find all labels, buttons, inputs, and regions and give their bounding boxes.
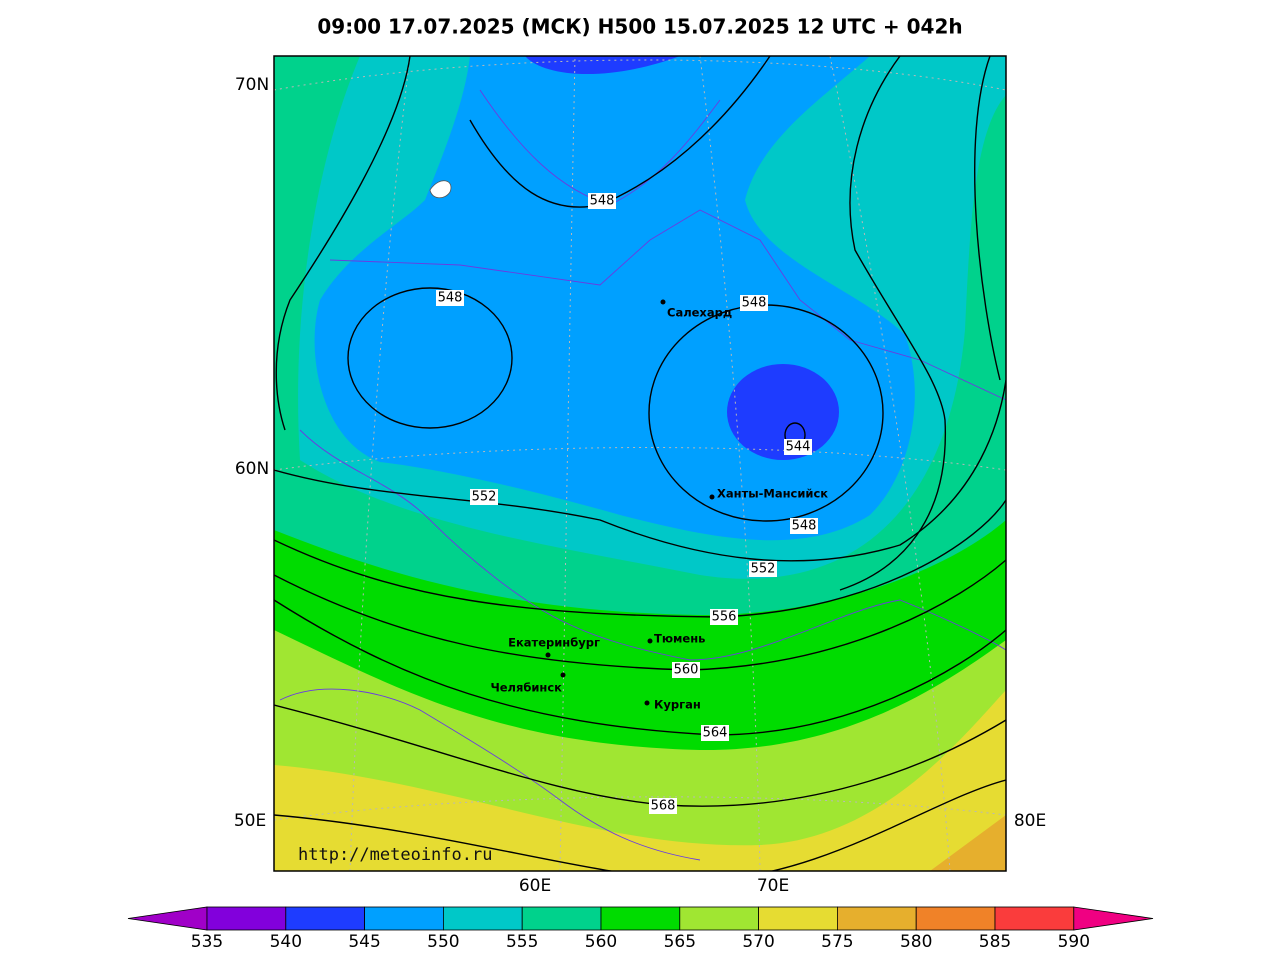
colorbar-tick-label: 550	[427, 932, 459, 952]
map-title: 09:00 17.07.2025 (МСК) H500 15.07.2025 1…	[317, 15, 962, 39]
contour-label-bg	[470, 489, 498, 505]
colorbar-segment	[758, 906, 838, 931]
colorbar-segment	[994, 906, 1075, 931]
city-name: Екатеринбург	[508, 636, 600, 650]
colorbar-segment	[679, 906, 759, 931]
city-marker	[545, 652, 551, 658]
contour-label-bg	[649, 798, 677, 814]
latitude-label: 70N	[235, 75, 269, 95]
city-name: Челябинск	[490, 681, 562, 695]
city-marker	[660, 299, 666, 305]
city-name: Салехард	[667, 306, 732, 320]
contour-label-bg	[436, 290, 464, 306]
longitude-label: 60E	[519, 876, 551, 896]
colorbar-tick-label: 560	[585, 932, 617, 952]
colorbar-segment	[364, 906, 444, 931]
contour-label-bg	[701, 725, 729, 741]
colorbar-tick-label: 590	[1058, 932, 1090, 952]
source-url: http://meteoinfo.ru	[298, 845, 492, 865]
city-name: Тюмень	[654, 632, 705, 646]
contour-label-bg	[672, 662, 700, 678]
city-name: Курган	[654, 698, 701, 712]
colorbar-tick-label: 580	[900, 932, 932, 952]
contour-label: 548	[590, 194, 615, 209]
colorbar-segment	[442, 906, 523, 931]
colorbar-segment	[837, 906, 917, 931]
contour-label: 548	[742, 296, 767, 311]
contour-label-bg	[790, 518, 818, 534]
map-frame	[273, 55, 1007, 872]
longitude-label: 80E	[1014, 811, 1046, 831]
latitude-label: 60N	[235, 459, 269, 479]
colorbar-segment	[206, 906, 287, 931]
contour-label: 568	[651, 799, 676, 814]
contour-label: 556	[712, 610, 737, 625]
contour-label-bg	[784, 439, 812, 455]
colorbar-tick-label: 565	[664, 932, 696, 952]
colorbar-tick-label: 585	[979, 932, 1011, 952]
contour-label-bg	[740, 295, 768, 311]
contour-label: 548	[438, 291, 463, 306]
colorbar-tick-label: 575	[821, 932, 853, 952]
city-name: Ханты-Мансийск	[717, 487, 828, 501]
colorbar-tick-label: 545	[348, 932, 380, 952]
contour-label-bg	[710, 609, 738, 625]
contour-label: 544	[786, 440, 811, 455]
map-area	[274, 56, 1006, 871]
city-marker	[647, 638, 653, 644]
colorbar-tick-label: 540	[270, 932, 302, 952]
contour-label-bg	[749, 561, 777, 577]
colorbar-segment	[915, 906, 996, 931]
contour-label-bg	[588, 193, 616, 209]
contour-label: 552	[472, 490, 497, 505]
colorbar-segment	[521, 906, 602, 931]
colorbar-tick-label: 535	[191, 932, 223, 952]
colorbar-tick-label: 555	[506, 932, 538, 952]
longitude-label: 70E	[757, 876, 789, 896]
city-marker	[644, 700, 650, 706]
colorbar-extend	[127, 906, 208, 931]
contour-label: 560	[674, 663, 699, 678]
colorbar-segment	[600, 906, 681, 931]
colorbar-tick-label: 570	[742, 932, 774, 952]
latitude-label: 50E	[234, 811, 266, 831]
colorbar-segment	[285, 906, 365, 931]
contour-label: 564	[703, 726, 728, 741]
colorbar-extend	[1073, 906, 1154, 931]
contour-label: 548	[792, 519, 817, 534]
city-marker	[560, 672, 566, 678]
contour-label: 552	[751, 562, 776, 577]
city-marker	[709, 494, 715, 500]
